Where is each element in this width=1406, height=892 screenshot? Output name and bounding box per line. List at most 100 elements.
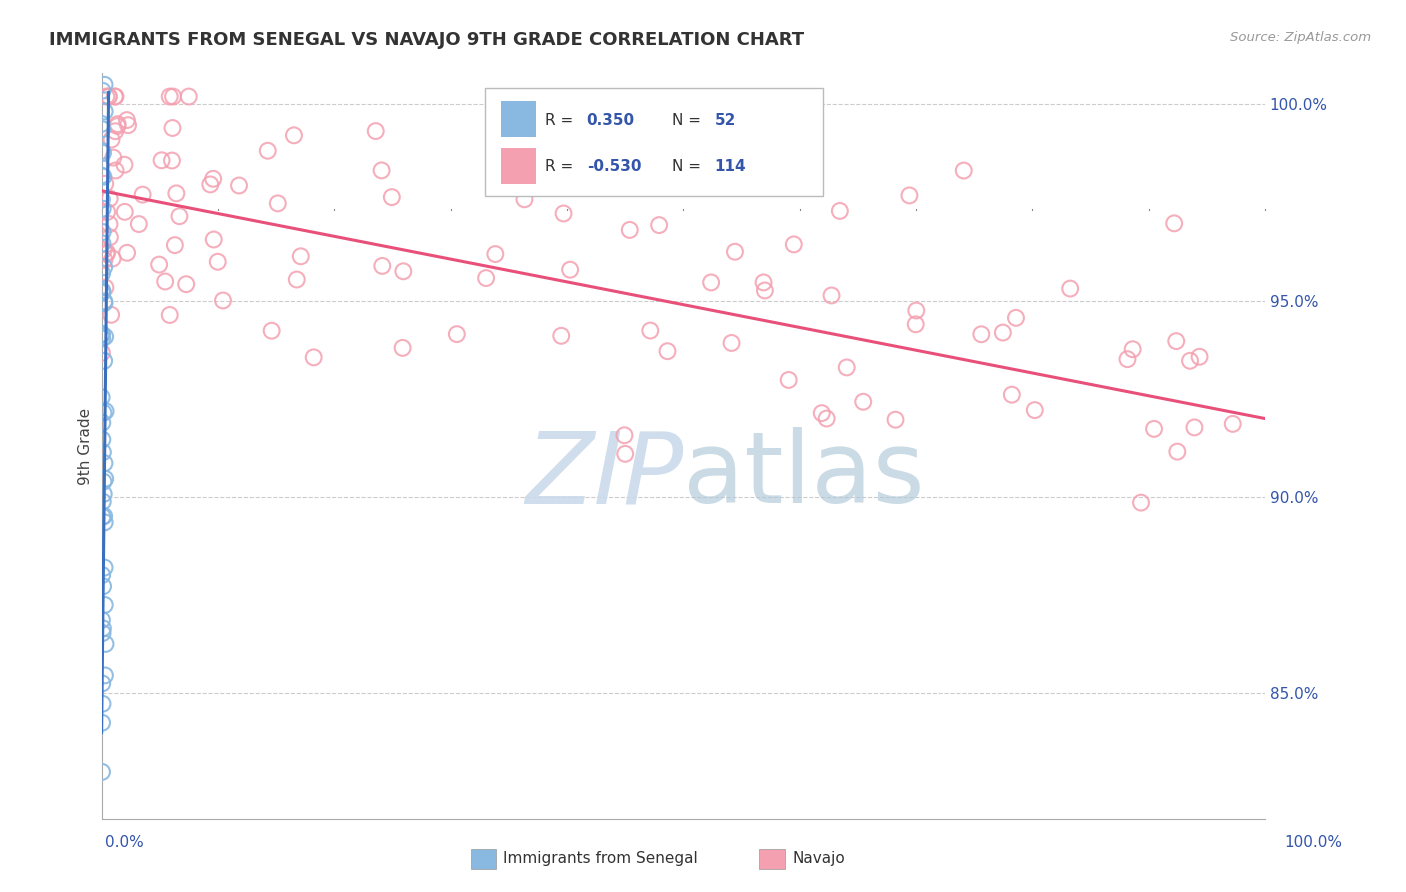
- Point: [91, 676, 114, 690]
- Point: [93, 252, 115, 267]
- Text: 0.0%: 0.0%: [105, 836, 145, 850]
- Point: [114, 158, 136, 172]
- Point: [484, 247, 506, 261]
- Text: R =: R =: [544, 112, 578, 128]
- Point: [93, 560, 115, 574]
- Point: [91, 764, 114, 779]
- Text: N =: N =: [672, 159, 706, 174]
- Point: [1116, 352, 1139, 367]
- Point: [160, 153, 183, 168]
- Text: 52: 52: [714, 112, 735, 128]
- Point: [94, 177, 117, 191]
- Point: [852, 394, 875, 409]
- Point: [169, 209, 191, 223]
- Point: [290, 249, 312, 263]
- Point: [98, 192, 121, 206]
- Text: Navajo: Navajo: [793, 852, 846, 866]
- FancyBboxPatch shape: [485, 88, 823, 196]
- Point: [91, 494, 114, 508]
- Point: [1166, 444, 1188, 458]
- Point: [475, 271, 498, 285]
- Point: [283, 128, 305, 143]
- Point: [1024, 403, 1046, 417]
- Point: [93, 354, 115, 368]
- Point: [91, 416, 114, 430]
- Point: [91, 697, 114, 711]
- Point: [90, 117, 112, 131]
- Point: [93, 260, 115, 275]
- Point: [904, 318, 927, 332]
- Point: [93, 169, 115, 184]
- Point: [905, 303, 928, 318]
- Point: [640, 324, 662, 338]
- Point: [90, 327, 112, 342]
- Point: [592, 109, 614, 123]
- Point: [98, 217, 121, 231]
- Point: [98, 230, 121, 244]
- Point: [91, 626, 114, 640]
- Point: [91, 331, 114, 345]
- Point: [212, 293, 235, 308]
- Point: [114, 204, 136, 219]
- Point: [619, 223, 641, 237]
- Point: [91, 621, 114, 635]
- Point: [174, 277, 197, 292]
- Point: [91, 267, 114, 281]
- Text: Immigrants from Senegal: Immigrants from Senegal: [503, 852, 699, 866]
- Point: [128, 217, 150, 231]
- Text: R =: R =: [544, 159, 578, 174]
- Point: [91, 346, 114, 360]
- Text: 0.350: 0.350: [586, 112, 636, 128]
- Point: [93, 487, 115, 501]
- Point: [200, 178, 222, 192]
- Point: [107, 117, 129, 131]
- Point: [93, 78, 115, 92]
- Point: [207, 254, 229, 268]
- Point: [815, 411, 838, 425]
- Point: [104, 163, 127, 178]
- Text: IMMIGRANTS FROM SENEGAL VS NAVAJO 9TH GRADE CORRELATION CHART: IMMIGRANTS FROM SENEGAL VS NAVAJO 9TH GR…: [49, 31, 804, 49]
- Text: 114: 114: [714, 159, 747, 174]
- Point: [100, 132, 122, 146]
- Point: [93, 243, 115, 257]
- Point: [91, 202, 114, 216]
- Point: [1130, 495, 1153, 509]
- Point: [1143, 422, 1166, 436]
- Point: [94, 668, 117, 682]
- Point: [90, 326, 112, 341]
- Point: [91, 285, 114, 299]
- Point: [148, 258, 170, 272]
- Point: [93, 296, 115, 310]
- Point: [513, 192, 536, 206]
- Text: N =: N =: [672, 112, 706, 128]
- Point: [104, 89, 127, 103]
- Point: [93, 516, 115, 530]
- Point: [724, 244, 747, 259]
- Point: [96, 247, 118, 261]
- Point: [93, 294, 115, 309]
- Point: [100, 308, 122, 322]
- Point: [778, 373, 800, 387]
- Point: [370, 163, 392, 178]
- Point: [391, 341, 413, 355]
- Point: [165, 186, 187, 201]
- Point: [150, 153, 173, 168]
- Point: [93, 406, 115, 420]
- Point: [1005, 310, 1028, 325]
- Point: [202, 232, 225, 246]
- Point: [91, 509, 114, 524]
- Point: [820, 288, 842, 302]
- Point: [1178, 353, 1201, 368]
- Point: [613, 428, 636, 442]
- Point: [91, 445, 114, 459]
- Point: [202, 171, 225, 186]
- Point: [1001, 387, 1024, 401]
- Point: [884, 413, 907, 427]
- Point: [700, 276, 723, 290]
- Point: [835, 360, 858, 375]
- Point: [103, 151, 125, 165]
- Point: [115, 113, 138, 128]
- Point: [91, 225, 114, 239]
- Point: [371, 259, 394, 273]
- Point: [91, 145, 114, 160]
